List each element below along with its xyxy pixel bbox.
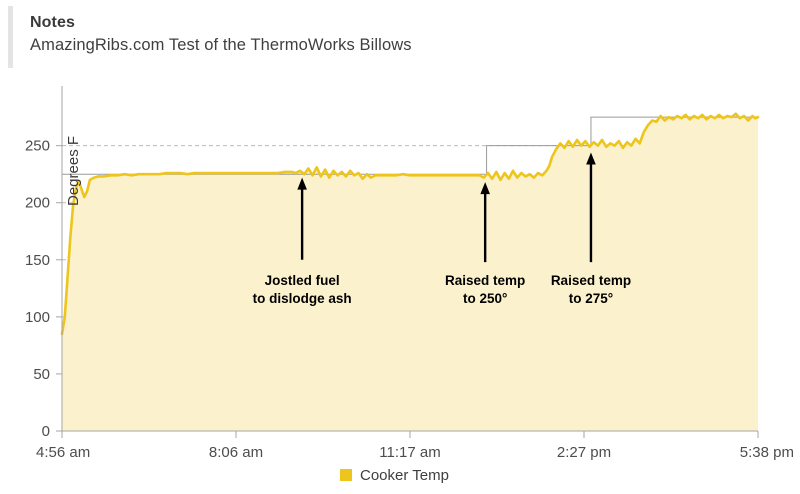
notes-header: Notes AmazingRibs.com Test of the Thermo…	[0, 0, 800, 72]
y-tick-label: 250	[25, 138, 50, 155]
chart-svg: 0 50 100 150 200 250 4:56 am 8:06 am 11:17 am 2:…	[25, 86, 794, 484]
x-tick-label: 8:06 am	[209, 444, 263, 461]
x-tick-label: 11:17 am	[379, 444, 440, 461]
header-accent-bar	[8, 6, 13, 68]
cooker-temp-line	[60, 112, 760, 336]
y-tick-labels-group: 0 50 100 150 200 250	[25, 138, 62, 440]
annotations-group: Jostled fuel to dislodge ash Raised temp to…	[253, 152, 631, 306]
y-tick-label: 150	[25, 252, 50, 269]
y-tick-label: 100	[25, 309, 50, 326]
annotation-label: to dislodge ash	[253, 291, 352, 306]
annotation-arrow-head	[480, 182, 490, 195]
legend-swatch[interactable]	[340, 469, 352, 481]
x-tick-label: 2:27 pm	[557, 444, 611, 461]
y-tick-label: 0	[42, 423, 50, 440]
y-axis-title-group: Degrees F	[65, 136, 82, 206]
annotation-label: to 250°	[463, 291, 507, 306]
series-area-group	[62, 113, 758, 431]
x-tick-label: 5:38 pm	[740, 444, 794, 461]
annotation-label: to 275°	[569, 291, 613, 306]
annotation-label: Jostled fuel	[265, 273, 340, 288]
annotation-arrow-head	[586, 152, 596, 165]
series-line-group	[60, 112, 760, 336]
x-tick-labels-group: 4:56 am 8:06 am 11:17 am 2:27 pm 5:38 pm	[36, 431, 794, 461]
notes-subtitle: AmazingRibs.com Test of the ThermoWorks …	[30, 36, 412, 54]
x-tick-label: 4:56 am	[36, 444, 90, 461]
page-title: Notes	[30, 14, 75, 31]
cooker-temp-chart: 0 50 100 150 200 250 4:56 am 8:06 am 11:17 am 2:…	[0, 72, 800, 494]
annotation-arrow-head	[297, 177, 307, 190]
y-axis-title: Degrees F	[65, 136, 82, 206]
annotation-label: Raised temp	[445, 273, 525, 288]
legend-label[interactable]: Cooker Temp	[360, 467, 449, 484]
legend-group[interactable]: Cooker Temp	[340, 467, 449, 484]
cooker-temp-area	[62, 113, 758, 431]
y-tick-label: 50	[33, 366, 50, 383]
annotation-label: Raised temp	[551, 273, 631, 288]
y-tick-label: 200	[25, 195, 50, 212]
